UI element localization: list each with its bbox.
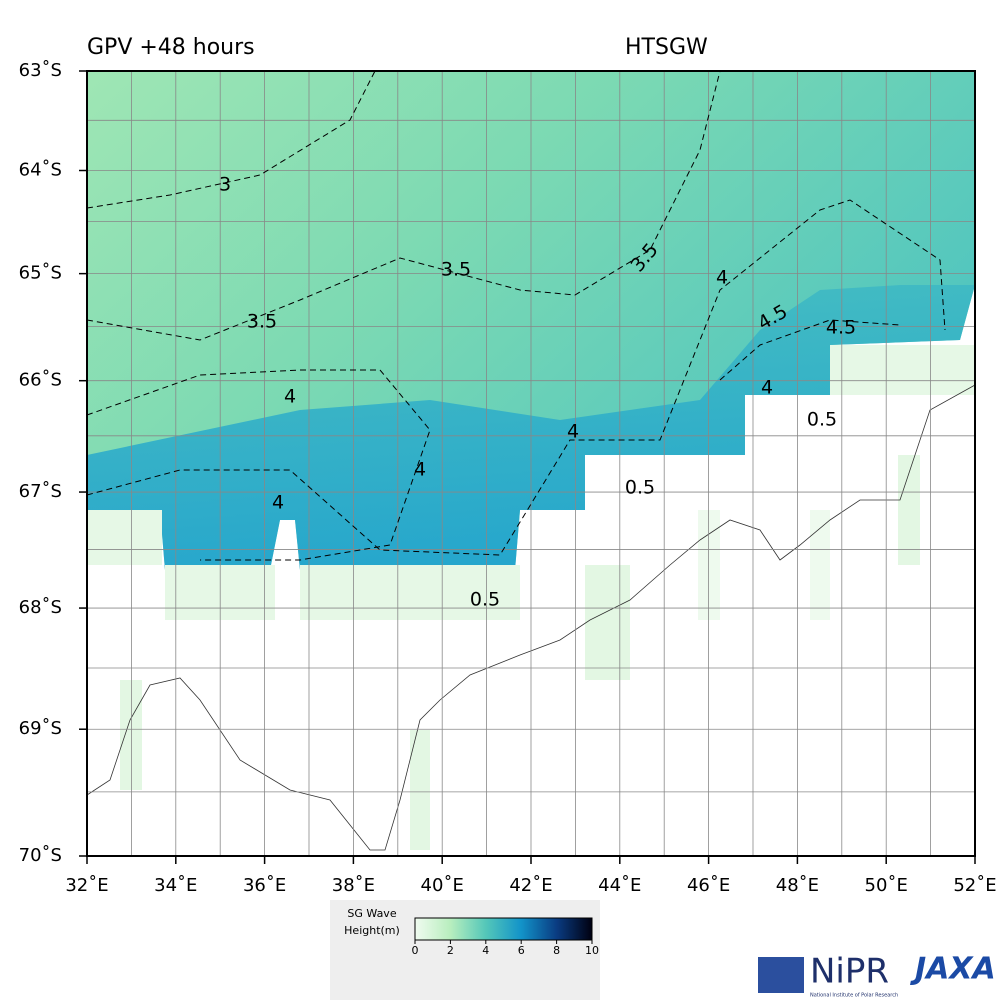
- contour-label: 4: [272, 492, 284, 514]
- colorbar-tick-label: 8: [553, 944, 560, 957]
- contour-label: 4: [716, 267, 728, 289]
- contour-label: 3: [219, 174, 231, 196]
- colorbar-tick-label: 10: [585, 944, 599, 957]
- nipr-logo: NiPR: [810, 952, 889, 992]
- lat-label: 64˚S: [19, 160, 62, 181]
- lat-label: 63˚S: [19, 60, 62, 81]
- contour-label: 4: [414, 459, 426, 481]
- colorbar-label: SG Wave: [347, 907, 396, 920]
- contour-label: 4.5: [826, 317, 856, 339]
- lat-label: 70˚S: [19, 845, 62, 866]
- lat-label: 66˚S: [19, 370, 62, 391]
- map-frame: [86, 70, 976, 857]
- nipr-subtitle: National Institute of Polar Research: [810, 993, 898, 999]
- colorbar-label: Height(m): [344, 924, 400, 937]
- contour-label: 0.5: [470, 589, 500, 611]
- lon-label: 32˚E: [65, 875, 108, 896]
- contour-label: 0.5: [625, 477, 655, 499]
- contour-label: 3.5: [247, 311, 277, 333]
- lon-label: 42˚E: [509, 875, 552, 896]
- colorbar-tick-label: 2: [447, 944, 454, 957]
- contours: [86, 70, 946, 561]
- lon-label: 44˚E: [598, 875, 641, 896]
- logos: NiPR National Institute of Polar Researc…: [758, 952, 996, 999]
- colorbar: [414, 917, 593, 941]
- lat-label: 65˚S: [19, 263, 62, 284]
- lon-label: 52˚E: [953, 875, 996, 896]
- coastline: [86, 384, 976, 851]
- jaxa-logo: JAXA: [910, 952, 996, 987]
- colorbar-tick-label: 4: [482, 944, 489, 957]
- contour-label: 3.5: [441, 259, 471, 281]
- lon-label: 36˚E: [243, 875, 286, 896]
- colorbar-tick-label: 6: [518, 944, 525, 957]
- lon-label: 38˚E: [332, 875, 375, 896]
- lat-label: 69˚S: [19, 718, 62, 739]
- contour-label: 4: [567, 421, 579, 443]
- lon-label: 46˚E: [687, 875, 730, 896]
- contour-label: 4: [761, 377, 773, 399]
- lat-label: 67˚S: [19, 481, 62, 502]
- variable-name: HTSGW: [625, 35, 708, 60]
- lon-label: 48˚E: [776, 875, 819, 896]
- contour-label: 0.5: [807, 409, 837, 431]
- lat-label: 68˚S: [19, 597, 62, 618]
- map-title: GPV +48 hours: [87, 35, 255, 60]
- colorbar-tick-label: 0: [412, 944, 419, 957]
- lon-label: 34˚E: [154, 875, 197, 896]
- lon-label: 40˚E: [421, 875, 464, 896]
- colorbar-panel: SG Wave Height(m): [330, 900, 600, 1000]
- lon-label: 50˚E: [865, 875, 908, 896]
- contour-label: 4: [284, 386, 296, 408]
